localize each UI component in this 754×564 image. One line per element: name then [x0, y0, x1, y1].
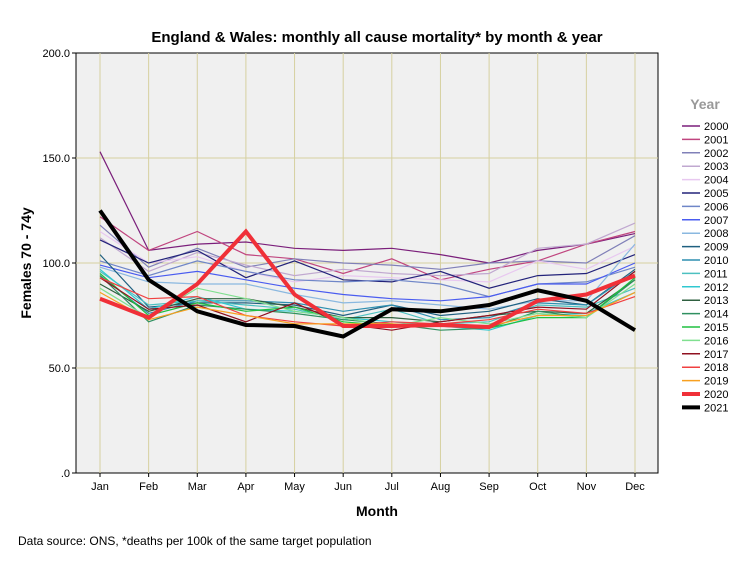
series-line-2004 [99, 230, 636, 283]
series-line-2010 [99, 270, 636, 321]
line-chart: England & Wales: monthly all cause morta… [18, 29, 728, 519]
legend-label-2019: 2019 [704, 376, 728, 388]
series-line-2013 [99, 279, 636, 323]
chart-title: England & Wales: monthly all cause morta… [151, 29, 602, 46]
y-tick-label: .0 [61, 468, 70, 480]
x-tick-label: Feb [139, 481, 158, 493]
legend: Year 20002001200220032004200520062007200… [682, 96, 728, 414]
y-axis-label: Females 70 - 74y [18, 207, 34, 319]
series-line-2007 [99, 262, 636, 302]
legend-label-2008: 2008 [704, 228, 728, 240]
legend-label-2016: 2016 [704, 335, 728, 347]
y-tick-label: 200.0 [42, 48, 70, 60]
legend-label-2006: 2006 [704, 201, 728, 213]
legend-label-2009: 2009 [704, 242, 728, 254]
legend-label-2020: 2020 [704, 389, 728, 401]
legend-label-2021: 2021 [704, 402, 728, 414]
footnote: Data source: ONS, *deaths per 100k of th… [18, 534, 372, 548]
legend-label-2015: 2015 [704, 322, 728, 334]
x-tick-label: Jul [385, 481, 399, 493]
x-tick-label: Oct [529, 481, 546, 493]
x-tick-label: Dec [625, 481, 645, 493]
legend-title: Year [690, 96, 720, 112]
legend-label-2013: 2013 [704, 295, 728, 307]
x-axis: Jan Feb Mar Apr May Jun Jul Aug Sep Oct Nov Dec [91, 473, 645, 493]
x-axis-label: Month [356, 503, 398, 519]
series-line-2000 [99, 151, 636, 264]
series-lines [98, 151, 637, 339]
legend-label-2010: 2010 [704, 255, 728, 267]
x-tick-label: Aug [431, 481, 451, 493]
legend-label-2014: 2014 [704, 309, 728, 321]
series-line-2020 [99, 228, 636, 330]
gridlines [76, 53, 658, 473]
legend-label-2001: 2001 [704, 134, 728, 146]
series-line-2001 [99, 216, 636, 281]
legend-label-2017: 2017 [704, 349, 728, 361]
legend-label-2002: 2002 [704, 148, 728, 160]
series-line-2021 [98, 209, 637, 339]
series-line-2003 [99, 222, 636, 277]
legend-label-2011: 2011 [704, 268, 728, 280]
x-tick-label: Jan [91, 481, 109, 493]
x-tick-label: Mar [188, 481, 207, 493]
x-tick-label: Apr [237, 481, 254, 493]
x-tick-label: Nov [577, 481, 597, 493]
series-line-2011 [99, 270, 636, 325]
legend-label-2003: 2003 [704, 161, 728, 173]
legend-label-2000: 2000 [704, 121, 728, 133]
y-tick-label: 50.0 [49, 363, 70, 375]
series-line-2002 [99, 224, 636, 270]
x-tick-label: Sep [479, 481, 499, 493]
y-axis: .0 50.0 100.0 150.0 200.0 [42, 48, 76, 480]
legend-label-2007: 2007 [704, 215, 728, 227]
legend-label-2005: 2005 [704, 188, 728, 200]
legend-label-2004: 2004 [704, 175, 728, 187]
legend-label-2018: 2018 [704, 362, 728, 374]
x-tick-label: May [284, 481, 305, 493]
legend-label-2012: 2012 [704, 282, 728, 294]
x-tick-label: Jun [334, 481, 352, 493]
y-tick-label: 100.0 [42, 258, 70, 270]
y-tick-label: 150.0 [42, 153, 70, 165]
